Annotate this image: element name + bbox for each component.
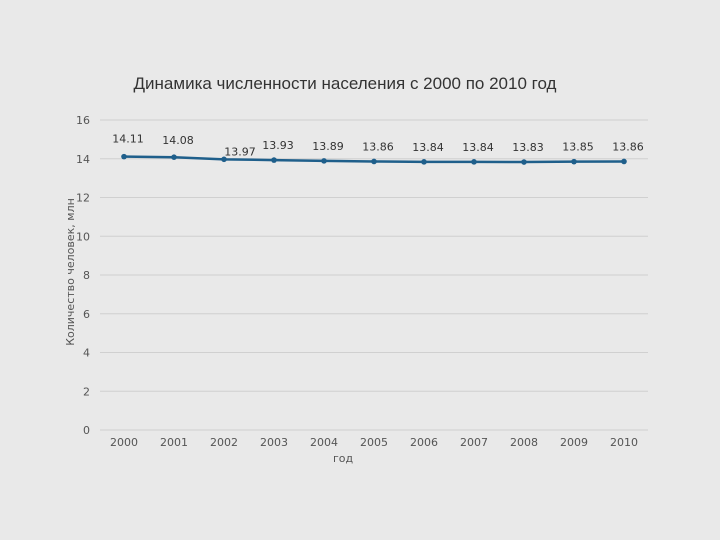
- x-tick-label: 2002: [210, 436, 238, 449]
- data-label: 14.11: [112, 133, 144, 146]
- y-tick-label: 0: [83, 424, 90, 437]
- x-tick-label: 2005: [360, 436, 388, 449]
- data-point: [221, 156, 227, 163]
- y-tick-label: 2: [83, 385, 90, 398]
- data-label: 13.93: [262, 139, 294, 152]
- data-label: 13.85: [562, 141, 594, 154]
- y-tick-label: 6: [83, 308, 90, 321]
- data-point: [271, 157, 277, 163]
- data-label: 13.89: [312, 140, 344, 153]
- data-label: 13.84: [462, 141, 494, 154]
- data-point: [121, 153, 127, 160]
- y-tick-label: 8: [83, 269, 90, 282]
- x-tick-label: 2001: [160, 436, 188, 449]
- data-point: [421, 159, 427, 165]
- data-point: [521, 159, 527, 165]
- data-label: 13.86: [612, 140, 644, 153]
- y-tick-label: 10: [76, 230, 90, 243]
- chart-title: Динамика численности населения с 2000 по…: [133, 74, 557, 93]
- data-point: [471, 159, 477, 165]
- y-tick-label: 12: [76, 192, 90, 205]
- data-point: [371, 158, 377, 165]
- data-label: 14.08: [162, 134, 194, 147]
- data-label: 13.86: [362, 140, 394, 153]
- y-tick-label: 14: [76, 153, 90, 166]
- data-point: [571, 158, 577, 165]
- data-label: 13.83: [512, 141, 544, 154]
- y-tick-label: 4: [83, 347, 90, 360]
- x-tick-label: 2006: [410, 436, 438, 449]
- data-point: [321, 158, 327, 164]
- x-tick-label: 2004: [310, 436, 338, 449]
- x-tick-label: 2007: [460, 436, 488, 449]
- data-label: 13.84: [412, 141, 444, 154]
- x-tick-label: 2008: [510, 436, 538, 449]
- data-point: [171, 154, 177, 160]
- y-tick-label: 16: [76, 114, 90, 127]
- data-point: [621, 158, 627, 165]
- y-axis-label: Количество человек, млн: [64, 198, 77, 346]
- data-label: 13.97: [224, 145, 256, 158]
- x-tick-label: 2010: [610, 436, 638, 449]
- x-axis-label: год: [333, 452, 354, 465]
- x-tick-label: 2009: [560, 436, 588, 449]
- x-tick-label: 2003: [260, 436, 288, 449]
- x-tick-label: 2000: [110, 436, 138, 449]
